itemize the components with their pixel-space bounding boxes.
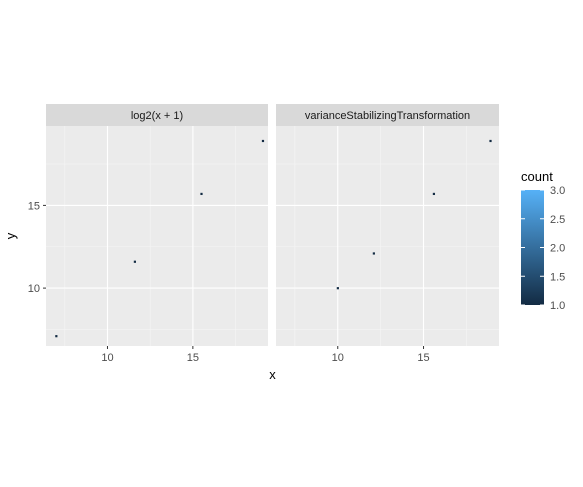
- legend-break-label: 2.0: [550, 243, 565, 255]
- points-log2: [55, 139, 265, 338]
- legend-break-label: 2.5: [550, 214, 565, 226]
- gridlines-log2: [46, 126, 268, 346]
- facet-panel-vst: varianceStabilizingTransformation: [276, 104, 499, 346]
- data-point: [489, 139, 492, 143]
- legend-title: count: [521, 169, 553, 184]
- x-axis: 10 15 10 15: [101, 346, 430, 364]
- y-axis-title: y: [3, 232, 18, 239]
- points-vst: [336, 139, 492, 290]
- legend: count 1.0 1.5 2.0 2.5 3.0: [521, 169, 565, 312]
- x-tick-label: 15: [187, 352, 199, 364]
- data-point: [432, 192, 436, 196]
- facet-strip-log2: [46, 104, 268, 126]
- legend-ticks: 1.0 1.5 2.0 2.5 3.0: [521, 185, 565, 312]
- gridlines-vst: [276, 126, 499, 346]
- y-tick-label: 10: [28, 283, 40, 295]
- legend-break-label: 3.0: [550, 185, 565, 197]
- x-tick-label: 15: [417, 352, 429, 364]
- facet-strip-label-vst: varianceStabilizingTransformation: [305, 110, 470, 122]
- data-point: [336, 287, 339, 290]
- data-point: [261, 139, 265, 143]
- data-point: [133, 260, 136, 263]
- x-axis-title: x: [269, 367, 276, 382]
- panel-background-vst: [276, 126, 499, 346]
- data-point: [200, 192, 203, 196]
- facet-panel-log2: log2(x + 1): [46, 104, 268, 346]
- facet-strip-vst: [276, 104, 499, 126]
- x-tick-label: 10: [101, 352, 113, 364]
- panel-background-log2: [46, 126, 268, 346]
- legend-colorbar: [521, 190, 544, 305]
- data-point: [55, 335, 58, 338]
- x-tick-label: 10: [332, 352, 344, 364]
- y-tick-label: 15: [28, 200, 40, 212]
- data-point: [372, 252, 375, 255]
- legend-break-label: 1.0: [550, 300, 565, 312]
- facet-strip-label-log2: log2(x + 1): [131, 110, 183, 122]
- y-axis: 10 15: [28, 200, 46, 295]
- legend-break-label: 1.5: [550, 271, 565, 283]
